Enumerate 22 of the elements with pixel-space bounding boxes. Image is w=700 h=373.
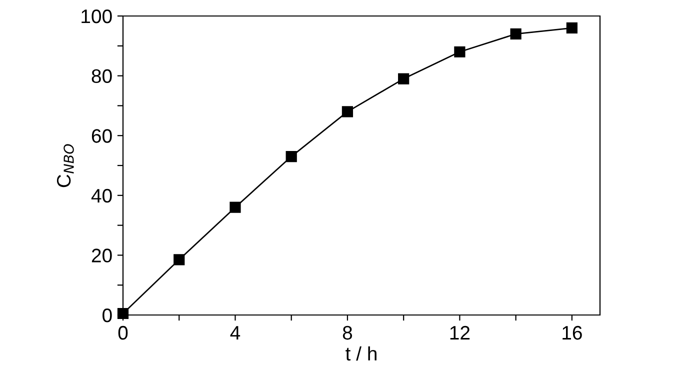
point [342, 106, 354, 118]
y-tick-label: 80 [92, 69, 112, 84]
x-axis-title: t / h [346, 346, 376, 361]
point [566, 22, 578, 34]
x-tick-label: 0 [118, 326, 128, 340]
point [230, 202, 241, 213]
x-tick-label: 8 [342, 326, 352, 340]
y-axis-title: C$_{NBO}$ [56, 144, 74, 188]
x-tick-label: 4 [230, 326, 240, 340]
point [174, 254, 185, 266]
point [398, 73, 410, 84]
y-tick-label: 40 [91, 188, 112, 203]
y-tick-label: 0 [102, 308, 112, 322]
y-tick-label: 60 [92, 129, 112, 143]
point [510, 28, 522, 40]
x-tick-label: 16 [562, 326, 582, 340]
point [454, 46, 466, 58]
y-tick-label: 100 [82, 9, 112, 24]
point [117, 308, 129, 320]
y-tick-label: 20 [92, 248, 112, 262]
x-tick-label: 12 [450, 326, 470, 340]
point [286, 150, 297, 162]
